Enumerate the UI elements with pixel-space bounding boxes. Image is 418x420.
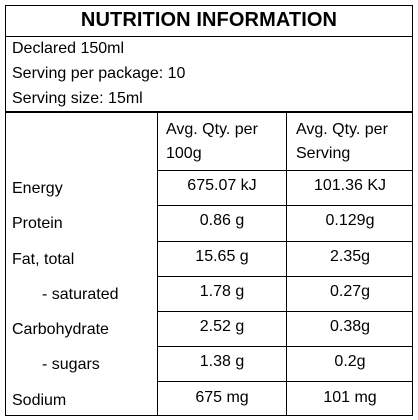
carbohydrate-per-100g: 2.52 g — [199, 318, 245, 335]
sodium-per-serving: 101 mg — [323, 389, 377, 406]
row-label-fat-total: Fat, total — [12, 251, 75, 268]
row-rule-1 — [157, 205, 413, 206]
sodium-per-100g: 675 mg — [195, 389, 249, 406]
serving-size: Serving size: 15ml — [12, 90, 143, 107]
energy-per-serving: 101.36 KJ — [313, 177, 387, 194]
row-rule-5 — [157, 346, 413, 347]
saturated-per-serving: 0.27g — [329, 283, 371, 300]
sugars-per-serving: 0.2g — [334, 353, 366, 370]
header-bottom-rule — [157, 170, 413, 171]
row-label-sodium: Sodium — [12, 392, 67, 409]
fat-total-per-100g: 15.65 g — [195, 248, 249, 265]
column-header-per-serving: Avg. Qty. per Serving — [296, 121, 388, 162]
row-rule-4 — [157, 311, 413, 312]
column-divider-middle — [286, 112, 287, 416]
panel-title: NUTRITION INFORMATION — [80, 9, 338, 31]
row-rule-6 — [157, 381, 413, 382]
column-divider-left — [157, 112, 158, 416]
row-rule-2 — [157, 241, 413, 242]
sugars-per-100g: 1.38 g — [199, 353, 245, 370]
title-divider — [5, 36, 413, 37]
row-rule-3 — [157, 276, 413, 277]
row-label-carbohydrate: Carbohydrate — [12, 321, 109, 338]
row-label-sugars: - sugars — [42, 356, 100, 373]
servings-per-package: Serving per package: 10 — [12, 65, 186, 82]
carbohydrate-per-serving: 0.38g — [329, 318, 371, 335]
declared-volume: Declared 150ml — [12, 40, 125, 57]
row-label-protein: Protein — [12, 215, 63, 232]
row-label-energy: Energy — [12, 180, 63, 197]
protein-per-serving: 0.129g — [325, 212, 375, 229]
panel-border — [5, 5, 413, 416]
energy-per-100g: 675.07 kJ — [187, 177, 257, 194]
protein-per-100g: 0.86 g — [199, 212, 245, 229]
saturated-per-100g: 1.78 g — [199, 283, 245, 300]
row-label-saturated: - saturated — [42, 286, 119, 303]
header-top-rule — [5, 111, 413, 113]
fat-total-per-serving: 2.35g — [329, 248, 371, 265]
column-header-per-100g: Avg. Qty. per 100g — [166, 121, 258, 162]
